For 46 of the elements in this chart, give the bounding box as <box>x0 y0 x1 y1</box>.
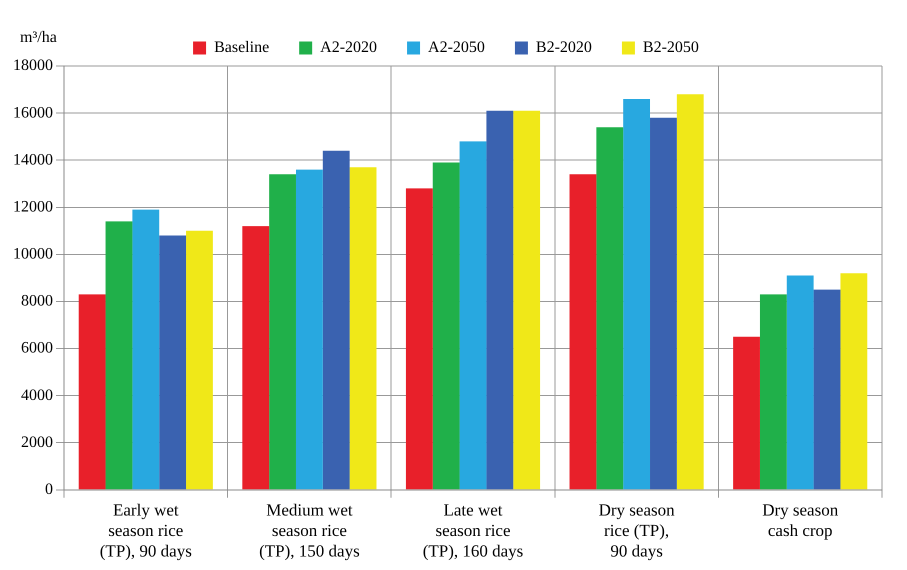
y-tick-label: 16000 <box>13 104 53 122</box>
legend-label: B2-2050 <box>642 39 699 56</box>
bar <box>596 127 624 490</box>
bar <box>132 210 160 490</box>
y-axis-title: m³/ha <box>20 29 57 46</box>
bar <box>676 94 704 490</box>
legend-label: A2-2050 <box>428 39 485 56</box>
bar <box>513 110 540 490</box>
y-tick-label: 2000 <box>21 434 53 451</box>
y-tick-label: 14000 <box>13 151 53 168</box>
bar <box>159 236 186 490</box>
bar <box>106 221 132 490</box>
legend-label: Baseline <box>214 39 270 56</box>
bar <box>733 336 760 490</box>
bar <box>786 276 814 490</box>
bar <box>78 294 106 490</box>
bar <box>242 226 270 490</box>
bar <box>186 230 213 490</box>
y-tick-label: 10000 <box>13 246 53 263</box>
x-tick-label: Dry season cash crop <box>762 500 839 540</box>
bar <box>322 150 350 490</box>
y-tick-label: 4000 <box>21 386 53 404</box>
legend-label: B2-2020 <box>536 39 592 56</box>
bar <box>840 273 868 490</box>
y-tick-label: 6000 <box>21 340 53 357</box>
y-tick-label: 8000 <box>21 292 53 310</box>
x-tick-label: Medium wet season rice (TP), 150 days <box>259 500 360 560</box>
x-tick-label: Early wet season rice (TP), 90 days <box>100 500 192 560</box>
y-tick-label: 12000 <box>13 198 53 216</box>
y-tick-label: 18000 <box>13 57 53 74</box>
bar <box>760 294 787 490</box>
y-tick-label: 0 <box>45 481 53 498</box>
bar <box>460 141 486 490</box>
bar <box>296 170 323 490</box>
bar <box>570 174 596 490</box>
bar <box>350 167 376 490</box>
bar <box>814 290 840 490</box>
x-tick-label: Late wet season rice (TP), 160 days <box>422 500 524 560</box>
x-tick-label: Dry season rice (TP), 90 days <box>598 500 676 560</box>
bar <box>650 118 677 490</box>
bar <box>486 110 514 490</box>
bar <box>269 174 296 490</box>
bar <box>623 98 650 490</box>
bar <box>406 188 433 490</box>
bar <box>432 162 460 490</box>
legend-label: A2-2020 <box>320 39 378 56</box>
